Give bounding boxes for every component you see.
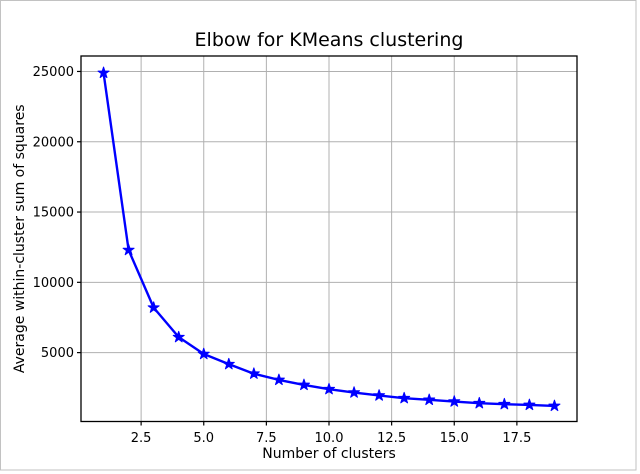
data-series: [97, 66, 561, 412]
data-point: [423, 393, 436, 406]
data-point: [222, 357, 235, 370]
data-point: [147, 301, 160, 313]
data-point: [322, 382, 336, 395]
data-point: [448, 395, 461, 407]
y-tick-label: 25000: [33, 65, 74, 80]
data-point: [297, 378, 310, 391]
chart-title: Elbow for KMeans clustering: [195, 29, 464, 51]
tick-labels: 2.5 5.0 7.5 10.0 12.5 15.0 17.5 5000 10000 15000 2…: [33, 65, 532, 446]
data-point: [97, 66, 110, 79]
x-tick-label: 12.5: [377, 431, 406, 446]
data-point: [498, 397, 511, 410]
x-axis-label: Number of clusters: [262, 446, 396, 462]
x-tick-label: 7.5: [256, 431, 277, 446]
x-tick-label: 5.0: [193, 431, 214, 446]
tick-marks: [77, 70, 518, 426]
data-point: [197, 347, 210, 360]
x-tick-label: 10.0: [315, 431, 344, 446]
data-point: [348, 386, 361, 398]
y-tick-label: 10000: [33, 276, 74, 291]
data-point: [473, 396, 486, 409]
data-point: [398, 391, 411, 404]
y-axis-label: Average within-cluster sum of squares: [12, 104, 28, 373]
y-tick-label: 20000: [33, 135, 74, 150]
y-tick-label: 5000: [41, 346, 74, 361]
data-point: [247, 367, 260, 379]
data-point: [272, 373, 285, 386]
y-tick-label: 15000: [33, 206, 74, 221]
data-point: [172, 330, 185, 343]
x-tick-label: 2.5: [131, 431, 152, 446]
x-tick-label: 15.0: [440, 431, 469, 446]
data-point: [122, 243, 135, 256]
x-tick-label: 17.5: [502, 431, 531, 446]
data-point: [523, 398, 536, 411]
data-point: [373, 389, 386, 401]
gridlines: [81, 56, 577, 422]
data-point: [548, 399, 561, 412]
